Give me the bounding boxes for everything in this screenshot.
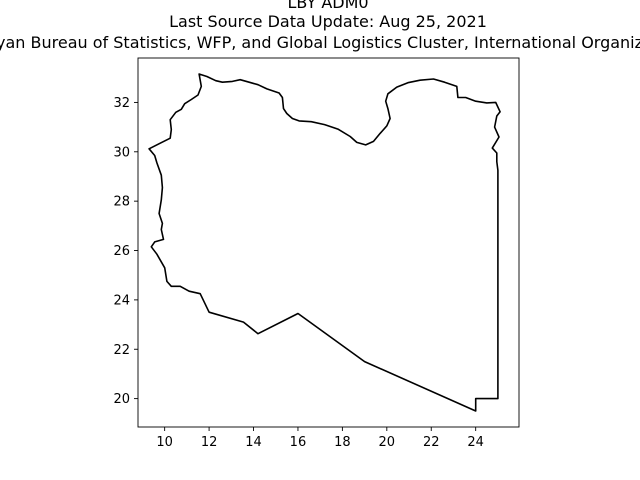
x-tick-label: 16 — [290, 435, 307, 450]
y-tick-label: 30 — [113, 145, 130, 160]
x-tick-label: 18 — [334, 435, 351, 450]
y-axis: 20 22 24 26 28 30 32 — [113, 96, 138, 407]
y-tick-label: 32 — [113, 96, 130, 111]
y-tick-label: 28 — [113, 195, 130, 210]
y-tick-label: 20 — [113, 392, 130, 407]
figure-title-line-3: Libyan Bureau of Statistics, WFP, and Gl… — [0, 33, 640, 52]
x-tick-label: 12 — [201, 435, 218, 450]
x-tick-label: 22 — [423, 435, 440, 450]
x-tick-label: 14 — [245, 435, 262, 450]
plot-area: 10 12 14 16 18 20 22 24 20 22 24 26 28 30 32 — [113, 57, 520, 450]
y-tick-label: 24 — [113, 293, 130, 308]
axes-frame — [137, 57, 520, 428]
x-tick-label: 10 — [156, 435, 173, 450]
x-axis: 10 12 14 16 18 20 22 24 — [156, 427, 484, 450]
y-tick-label: 26 — [113, 244, 130, 259]
figure-title-line-1: LBY ADM0 — [287, 0, 368, 12]
x-tick-label: 20 — [379, 435, 396, 450]
x-tick-label: 24 — [467, 435, 484, 450]
figure-title-line-2: Last Source Data Update: Aug 25, 2021 — [169, 12, 487, 31]
y-tick-label: 22 — [113, 343, 130, 358]
country-boundary — [148, 73, 501, 412]
